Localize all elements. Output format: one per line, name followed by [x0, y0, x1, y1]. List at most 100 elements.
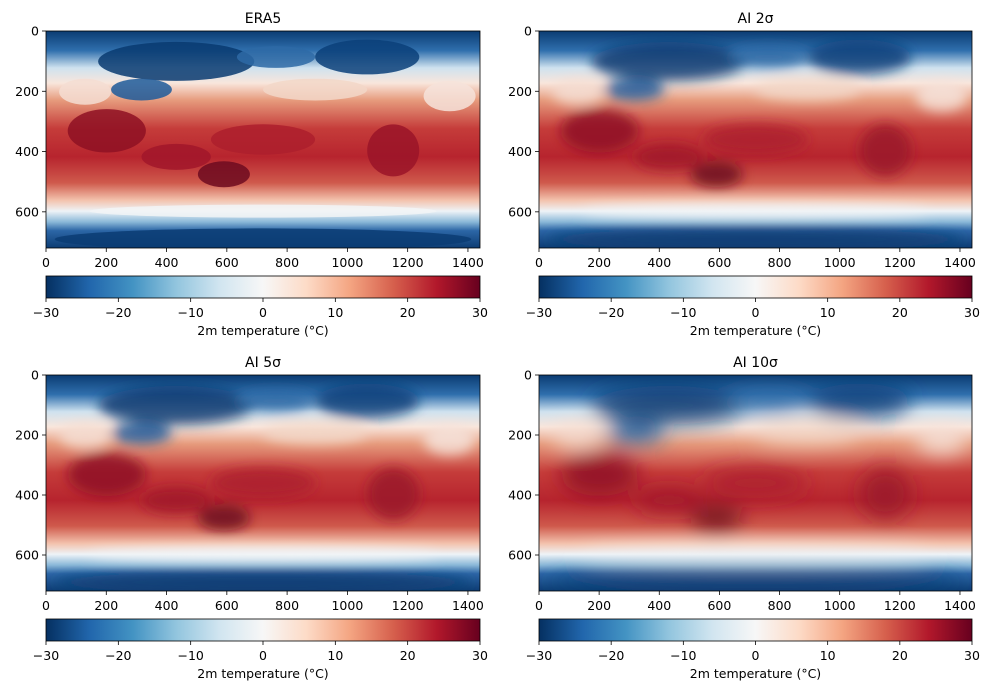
y-tick-label: 0 — [31, 368, 39, 383]
x-tick-label: 600 — [215, 598, 239, 613]
x-tick-label: 1400 — [452, 255, 484, 270]
heatmap-region — [690, 504, 743, 531]
x-tick-label: 800 — [768, 598, 792, 613]
colorbar-tick-label: −20 — [598, 648, 624, 663]
heatmap-region — [582, 547, 929, 561]
colorbar-tick-label: −10 — [177, 305, 203, 320]
x-tick-label: 200 — [587, 255, 611, 270]
x-tick-label: 0 — [535, 598, 543, 613]
axes-frame — [45, 374, 481, 592]
y-tick-label: 0 — [31, 24, 39, 39]
heatmap-region — [59, 422, 112, 449]
colorbar-tick-label: −30 — [33, 305, 59, 320]
heatmap-field — [539, 31, 972, 248]
x-tick-label: 800 — [275, 255, 299, 270]
colorbar-tick-label: −20 — [598, 305, 624, 320]
colorbar-tick-label: −30 — [526, 648, 552, 663]
heatmap-region — [315, 39, 420, 75]
heatmap-region — [141, 487, 211, 514]
colorbar-tick-label: −20 — [105, 648, 131, 663]
heatmap-region — [263, 422, 368, 445]
colorbar-tick-label: 0 — [259, 648, 267, 663]
x-tick-label: 0 — [535, 255, 543, 270]
y-tick-label: 200 — [508, 84, 532, 99]
heatmap-region — [755, 78, 860, 101]
x-tick-label: 400 — [647, 255, 671, 270]
colorbar — [538, 275, 973, 299]
y-tick-label: 400 — [508, 488, 532, 503]
x-tick-label: 1000 — [331, 598, 363, 613]
axes-frame — [538, 374, 973, 592]
x-tick-label: 1000 — [824, 255, 856, 270]
heatmap-region — [367, 467, 420, 520]
heatmap-region — [859, 467, 912, 520]
colorbar-tick-label: 20 — [400, 305, 416, 320]
colorbar-tick-label: 30 — [964, 305, 980, 320]
colorbar-tick-label: 30 — [472, 305, 488, 320]
heatmap-region — [582, 204, 929, 218]
heatmap-region — [547, 571, 964, 591]
heatmap-region — [915, 80, 968, 112]
heatmap-region — [552, 78, 604, 105]
heatmap-region — [423, 80, 476, 112]
colorbar-tick-label: −20 — [105, 305, 131, 320]
colorbar-tick-label: 30 — [472, 648, 488, 663]
heatmap-region — [807, 39, 912, 75]
x-tick-label: 0 — [42, 255, 50, 270]
heatmap-region — [111, 422, 172, 445]
heatmap-field — [46, 31, 480, 248]
colorbar-tick-label: 20 — [892, 648, 908, 663]
heatmap-region — [591, 41, 747, 81]
heatmap-region — [236, 46, 316, 68]
y-tick-label: 0 — [524, 24, 532, 39]
heatmap-panel-2: AI 2σ0 200 400 600 800 1000 1200 14000200400600… — [508, 11, 980, 338]
x-tick-label: 600 — [707, 598, 731, 613]
y-tick-label: 200 — [508, 428, 532, 443]
panel-title: AI 5σ — [245, 355, 281, 371]
x-tick-label: 200 — [94, 255, 118, 270]
heatmap-region — [703, 467, 808, 499]
heatmap-region — [54, 228, 472, 248]
y-tick-label: 600 — [508, 204, 532, 219]
x-tick-label: 200 — [94, 598, 118, 613]
heatmap-region — [591, 385, 747, 425]
heatmap-region — [89, 204, 437, 218]
heatmap-region — [634, 143, 704, 170]
heatmap-region — [703, 124, 808, 155]
x-tick-label: 800 — [275, 598, 299, 613]
colorbar-tick-label: 20 — [892, 305, 908, 320]
colorbar-tick-label: 30 — [964, 648, 980, 663]
colorbar-label: 2m temperature (°C) — [197, 666, 328, 681]
heatmap-region — [560, 452, 639, 496]
y-tick-label: 400 — [15, 144, 39, 159]
heatmap-region — [210, 467, 316, 499]
colorbar-tick-label: 10 — [327, 648, 343, 663]
heatmap-region — [210, 124, 316, 155]
heatmap-region — [315, 383, 420, 419]
heatmap-region — [141, 143, 211, 170]
heatmap-region — [859, 124, 912, 177]
colorbar-label: 2m temperature (°C) — [197, 323, 328, 338]
panel-title: AI 10σ — [733, 355, 778, 371]
x-tick-label: 1000 — [331, 255, 363, 270]
colorbar-label: 2m temperature (°C) — [690, 666, 821, 681]
y-tick-label: 200 — [15, 428, 39, 443]
x-tick-label: 200 — [587, 598, 611, 613]
panel-title: AI 2σ — [738, 11, 774, 27]
x-tick-label: 1400 — [944, 598, 976, 613]
colorbar — [538, 618, 973, 642]
heatmap-region — [915, 424, 968, 455]
heatmap-region — [807, 383, 912, 419]
heatmap-region — [634, 487, 704, 514]
colorbar-tick-label: 0 — [752, 305, 760, 320]
colorbar-tick-label: −30 — [33, 648, 59, 663]
colorbar — [45, 275, 481, 299]
heatmap-region — [197, 504, 250, 531]
x-tick-label: 0 — [42, 598, 50, 613]
x-tick-label: 1200 — [392, 255, 424, 270]
x-tick-label: 600 — [215, 255, 239, 270]
heatmap-region — [236, 390, 316, 412]
y-tick-label: 200 — [15, 84, 39, 99]
heatmap-region — [604, 78, 665, 101]
